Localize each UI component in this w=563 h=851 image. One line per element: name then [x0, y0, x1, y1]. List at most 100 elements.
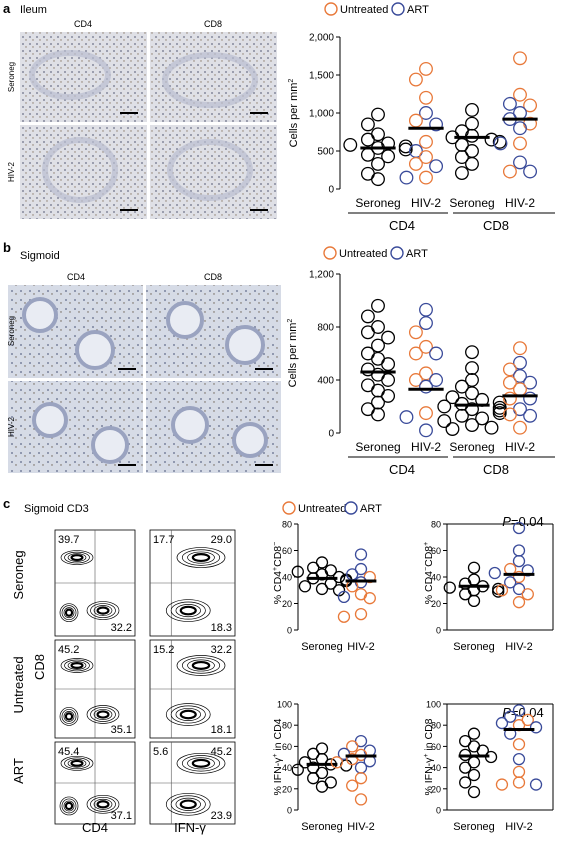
x-category-label: HIV-2: [505, 641, 533, 653]
panel-c-letter: c: [3, 496, 10, 511]
legend-untreated-marker: [282, 501, 296, 515]
contour: [61, 605, 77, 621]
data-point-untreated: [419, 406, 433, 421]
data-point-untreated: [346, 740, 359, 753]
x-category-label: HIV-2: [347, 641, 375, 653]
data-point-art: [493, 136, 508, 151]
micrograph-b-hiv2-cd4: [8, 381, 143, 473]
contour: [96, 710, 110, 719]
data-point-art: [419, 316, 433, 330]
panel-b-micrographs: [8, 285, 281, 473]
data-point-untreated: [502, 362, 517, 377]
contour: [61, 709, 77, 724]
quadrant-percent: 45.2: [211, 746, 232, 758]
contour: [86, 705, 120, 724]
data-point-seroneg: [454, 408, 469, 423]
contour: [70, 759, 84, 767]
quadrant-percent: 17.7: [153, 534, 174, 546]
data-point-seroneg: [465, 156, 479, 171]
contour: [64, 757, 90, 770]
y-tick-label: 60: [431, 742, 441, 752]
y-tick-label: 60: [282, 742, 292, 752]
quadrant-percent: 32.2: [211, 644, 232, 656]
flow-plot: 17.7 29.0 18.3: [149, 529, 236, 637]
micrograph-col-label: CD4: [67, 272, 85, 282]
data-point-seroneg: [371, 107, 385, 122]
y-tick-label: 0: [287, 806, 292, 816]
data-point-seroneg: [454, 150, 469, 165]
y-tick-label: 500: [317, 147, 334, 158]
contour: [67, 661, 87, 670]
contour: [179, 799, 197, 810]
legend-untreated: Untreated: [339, 248, 387, 260]
legend-art: ART: [360, 503, 382, 515]
contour: [63, 800, 75, 812]
y-tick-label: 2,000: [309, 33, 334, 44]
data-point-untreated: [408, 346, 423, 361]
micrograph-col-label: CD8: [204, 272, 222, 282]
data-point-seroneg: [307, 772, 320, 785]
x-supergroup-label: CD4: [389, 462, 415, 477]
micrograph-a-seroneg-cd4: [20, 32, 147, 122]
legend-untreated: Untreated: [298, 503, 346, 515]
y-tick-label: 80: [282, 520, 292, 530]
data-point-seroneg: [492, 395, 507, 410]
y-tick-label: 100: [277, 700, 292, 710]
y-tick-label: 60: [282, 546, 292, 556]
data-point-art: [512, 582, 526, 596]
contour: [59, 707, 79, 726]
contour: [63, 607, 75, 619]
data-point-art: [529, 778, 543, 791]
contour: [176, 655, 226, 676]
data-point-seroneg: [360, 147, 375, 162]
data-point-seroneg: [371, 156, 385, 171]
contour: [70, 661, 84, 669]
x-category-label: Seroneg: [449, 196, 494, 210]
quadrant-percent: 18.1: [211, 724, 232, 736]
x-category-label: Seroneg: [449, 440, 494, 454]
data-point-art: [399, 170, 414, 185]
contour: [64, 608, 74, 617]
data-point-untreated: [419, 134, 433, 149]
data-point-seroneg: [484, 132, 499, 147]
contour: [165, 599, 211, 622]
contour: [63, 711, 75, 722]
data-point-art: [419, 302, 433, 317]
x-supergroup-label: CD4: [389, 218, 415, 233]
quadrant-percent: 23.9: [211, 810, 232, 822]
contour: [96, 800, 110, 809]
micrograph-b-seroneg-cd8: [146, 285, 281, 378]
data-point-seroneg: [291, 565, 304, 578]
data-point-art: [354, 734, 368, 748]
legend-b: Untreated ART: [323, 246, 428, 260]
legend-art-marker: [344, 501, 358, 515]
panel-a-micrographs: [20, 32, 277, 219]
data-point-art: [488, 566, 501, 580]
legend-untreated: Untreated: [340, 4, 388, 16]
y-tick-label: 1,200: [309, 270, 334, 281]
flow-plot: 45.4 37.1: [54, 741, 136, 825]
y-tick-label: 60: [431, 546, 441, 556]
data-point-untreated: [513, 341, 527, 356]
flow-plot: 39.7 32.2: [54, 529, 136, 637]
contour: [179, 605, 197, 616]
data-point-seroneg: [315, 780, 329, 793]
contour: [170, 705, 206, 724]
data-point-seroneg: [371, 172, 385, 187]
legend-untreated-marker: [323, 246, 337, 260]
data-point-seroneg: [371, 298, 385, 313]
data-point-art: [354, 761, 368, 774]
x-category-label: Seroneg: [453, 821, 495, 833]
y-tick-label: 40: [431, 763, 441, 773]
contour: [86, 794, 120, 814]
data-point-untreated: [502, 391, 517, 406]
data-point-seroneg: [437, 399, 452, 414]
data-point-seroneg: [315, 766, 329, 780]
y-tick-label: 20: [431, 599, 441, 609]
data-point-untreated: [523, 98, 538, 113]
contour: [59, 603, 79, 623]
y-tick-label: 1,000: [309, 109, 334, 120]
data-point-seroneg: [371, 395, 385, 410]
chart-b: 0 400 800 1,200 Seroneg HIV-2 Seroneg HIV-2 CD4 C…: [309, 270, 555, 477]
